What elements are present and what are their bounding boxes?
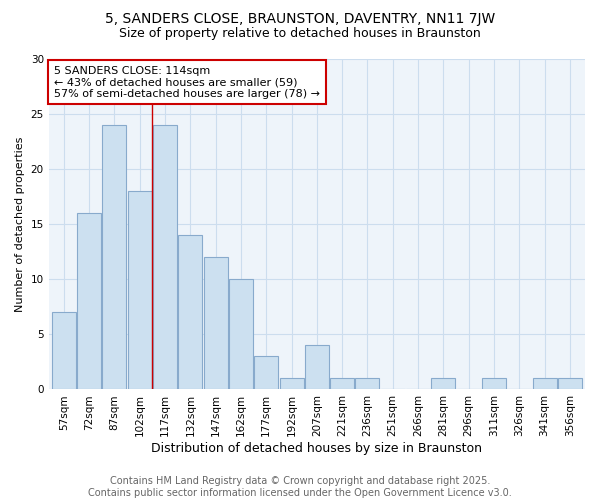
Bar	[280, 378, 304, 390]
Text: Size of property relative to detached houses in Braunston: Size of property relative to detached ho…	[119, 28, 481, 40]
Bar	[178, 235, 202, 390]
Bar	[103, 125, 127, 390]
X-axis label: Distribution of detached houses by size in Braunston: Distribution of detached houses by size …	[151, 442, 482, 455]
Bar	[77, 213, 101, 390]
Bar	[203, 258, 227, 390]
Text: Contains HM Land Registry data © Crown copyright and database right 2025.
Contai: Contains HM Land Registry data © Crown c…	[88, 476, 512, 498]
Text: 5, SANDERS CLOSE, BRAUNSTON, DAVENTRY, NN11 7JW: 5, SANDERS CLOSE, BRAUNSTON, DAVENTRY, N…	[105, 12, 495, 26]
Text: 5 SANDERS CLOSE: 114sqm
← 43% of detached houses are smaller (59)
57% of semi-de: 5 SANDERS CLOSE: 114sqm ← 43% of detache…	[54, 66, 320, 99]
Bar	[533, 378, 557, 390]
Y-axis label: Number of detached properties: Number of detached properties	[15, 136, 25, 312]
Bar	[52, 312, 76, 390]
Bar	[330, 378, 354, 390]
Bar	[153, 125, 177, 390]
Bar	[482, 378, 506, 390]
Bar	[229, 280, 253, 390]
Bar	[355, 378, 379, 390]
Bar	[254, 356, 278, 390]
Bar	[305, 346, 329, 390]
Bar	[128, 191, 152, 390]
Bar	[558, 378, 582, 390]
Bar	[431, 378, 455, 390]
